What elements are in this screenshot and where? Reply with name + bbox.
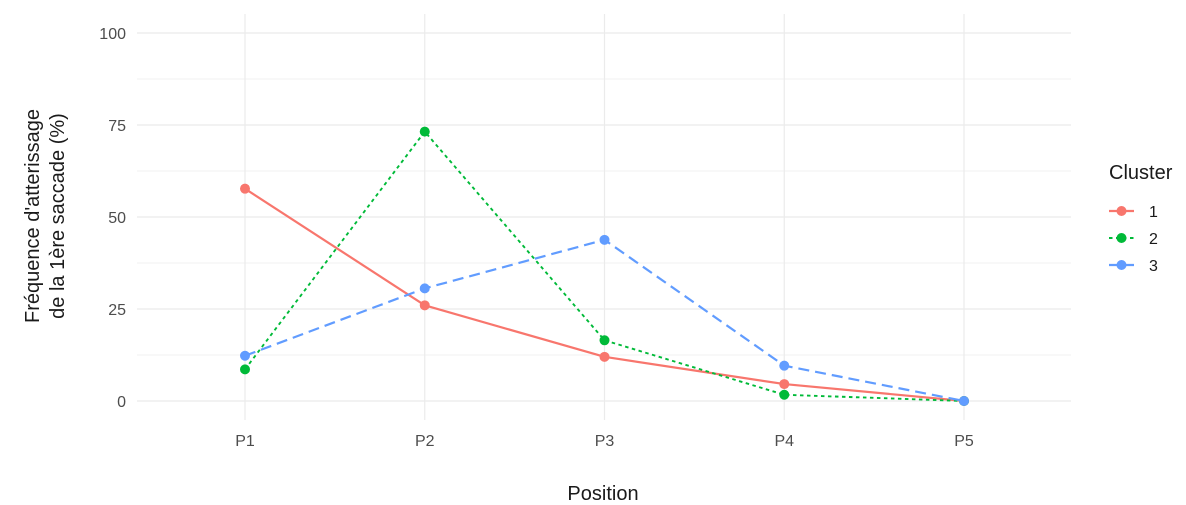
legend-label: 2 [1149,231,1158,248]
legend-key-point [1116,233,1127,243]
data-point [779,379,790,390]
data-point [419,283,430,294]
data-point [240,350,250,361]
series-line [244,130,965,402]
legend-item: 1 [1109,204,1158,221]
x-axis-title: Position [567,483,638,505]
data-point [419,126,430,137]
legend-key-point [1116,206,1127,216]
legend-label: 3 [1149,258,1158,275]
legend-item: 2 [1109,231,1158,248]
data-point [779,389,790,400]
data-point [419,300,430,311]
y-tick-label: 75 [108,118,126,135]
x-tick-label: P2 [415,433,435,450]
y-axis-title-line-2: de la 1ère saccade (%) [47,113,69,319]
y-tick-label: 50 [108,210,126,227]
x-tick-label: P3 [595,433,615,450]
data-point [959,396,969,406]
data-point [599,234,610,245]
data-point [779,360,790,371]
x-tick-label: P4 [774,433,794,450]
legend-key-point [1116,260,1127,270]
legend-title: Cluster [1109,162,1173,184]
legend-label: 1 [1149,204,1158,221]
y-tick-label: 25 [108,302,126,319]
grid [137,14,1071,420]
legend: Cluster 1 2 3 [1109,162,1173,275]
legend-item: 3 [1109,258,1158,275]
data-point [599,335,610,346]
x-tick-label: P1 [235,433,255,450]
series-group [240,126,969,406]
legend-items: 1 2 3 [1109,204,1158,275]
data-point [240,183,250,194]
x-axis-ticks: P1 P2 P3 P4 P5 [235,433,974,450]
y-axis-title-line-1: Fréquence d'atterissage [22,109,44,323]
data-point [240,364,250,375]
data-point [599,351,610,362]
y-tick-label: 0 [117,394,126,411]
series-3 [240,234,969,406]
y-tick-label: 100 [99,26,126,43]
x-tick-label: P5 [954,433,974,450]
y-axis-ticks: 0 25 50 75 100 [99,26,126,411]
